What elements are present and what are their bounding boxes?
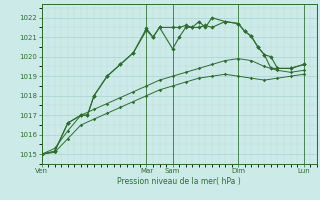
X-axis label: Pression niveau de la mer( hPa ): Pression niveau de la mer( hPa ) [117,177,241,186]
